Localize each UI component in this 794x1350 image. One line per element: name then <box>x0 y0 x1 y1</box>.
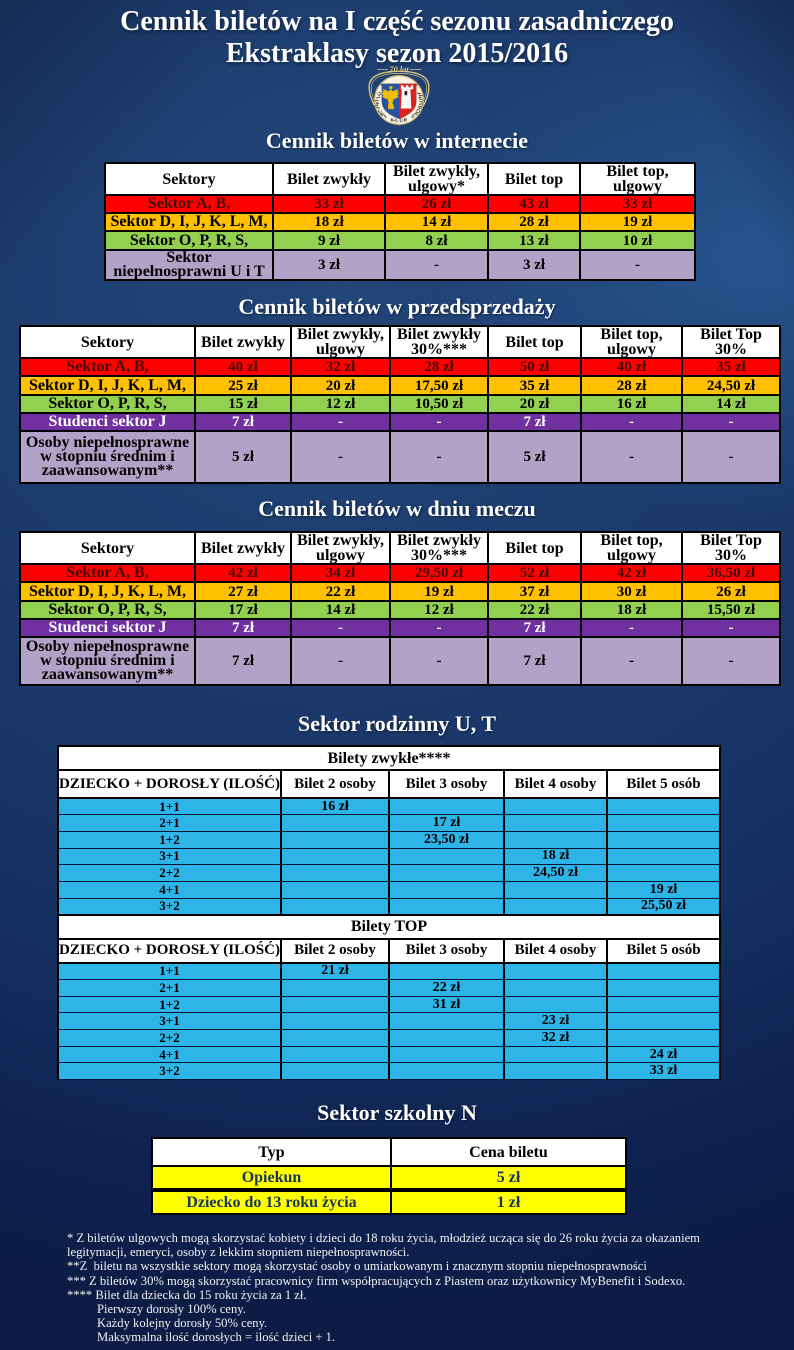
svg-text:✦: ✦ <box>379 83 383 89</box>
svg-text:P: P <box>412 111 419 117</box>
svg-text:I: I <box>375 106 381 110</box>
svg-text:70 lat: 70 lat <box>389 64 409 74</box>
svg-text:W: W <box>416 94 423 101</box>
svg-text:W: W <box>375 100 382 107</box>
svg-text:C: C <box>377 108 384 114</box>
svg-text:Y: Y <box>415 90 422 96</box>
svg-text:R: R <box>416 105 423 111</box>
svg-text:G: G <box>376 90 383 96</box>
svg-text:S: S <box>409 114 415 121</box>
svg-text:✦: ✦ <box>415 83 419 89</box>
svg-text:K: K <box>390 117 396 124</box>
svg-text:U: U <box>399 118 404 124</box>
svg-text:I: I <box>375 99 381 101</box>
svg-text:O: O <box>417 98 423 102</box>
svg-text:L: L <box>395 118 400 124</box>
svg-text:B: B <box>403 117 409 124</box>
svg-text:T: T <box>417 102 423 107</box>
svg-text:I: I <box>383 114 388 120</box>
svg-text:K: K <box>379 111 386 118</box>
svg-text:L: L <box>375 94 382 99</box>
svg-text:O: O <box>414 108 421 114</box>
